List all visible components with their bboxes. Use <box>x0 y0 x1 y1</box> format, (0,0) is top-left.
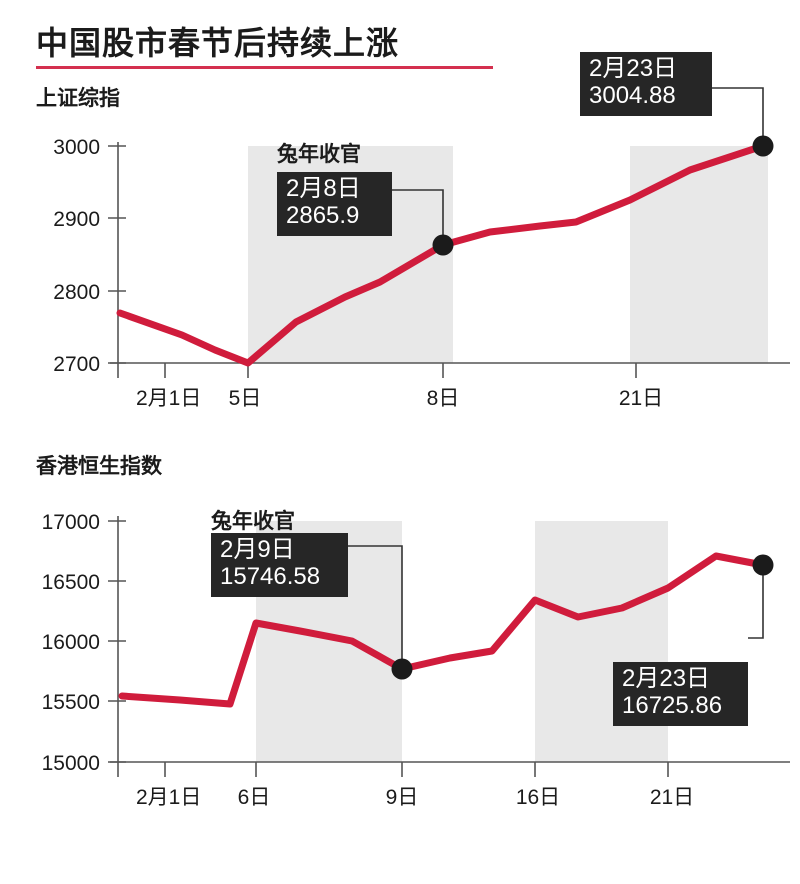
plot-area-sse: 3000 2900 2800 2700 2月1日 5日 8日 21日 <box>0 82 800 412</box>
plot-area-hsi: 17000 16500 16000 15500 15000 2月1日 6日 9日… <box>0 450 800 820</box>
callout-sse-feb8: 2月8日 2865.9 <box>277 172 392 236</box>
svg-chart-hsi: 17000 16500 16000 15500 15000 2月1日 6日 9日… <box>42 511 790 809</box>
svg-chart-sse: 3000 2900 2800 2700 2月1日 5日 8日 21日 <box>53 87 790 410</box>
callout-sse-feb23: 2月23日 3004.88 <box>580 52 712 116</box>
chart-title-hsi: 香港恒生指数 <box>36 455 162 478</box>
chart-panel-sse: 上证综指 3000 2900 2800 2700 <box>0 52 800 412</box>
callout-label-hsi: 兔年收官 <box>211 510 295 533</box>
ytick-label-hsi-1: 15500 <box>42 691 100 714</box>
callout-hsi-feb9: 2月9日 15746.58 <box>211 533 348 597</box>
callout-date: 2月8日 <box>286 175 361 202</box>
xtick-label-sse-2: 8日 <box>427 387 460 410</box>
xtick-label-hsi-1: 6日 <box>238 786 271 809</box>
ytick-label-hsi-4: 17000 <box>42 511 100 534</box>
xtick-label-hsi-4: 21日 <box>650 786 694 809</box>
leader-line-sse-1 <box>392 189 444 245</box>
xtick-label-hsi-0: 2月1日 <box>136 786 201 809</box>
leader-line-sse-2 <box>712 87 764 146</box>
ytick-label-sse-2: 2900 <box>53 208 100 231</box>
callout-value: 16725.86 <box>622 691 723 719</box>
shaded-band-2 <box>535 521 668 762</box>
callout-date: 2月23日 <box>622 665 711 692</box>
xtick-label-hsi-2: 9日 <box>386 786 419 809</box>
chart-title-sse: 上证综指 <box>36 87 120 110</box>
ytick-label-hsi-0: 15000 <box>42 752 100 775</box>
data-marker-sse-feb8 <box>432 234 454 256</box>
chart-panel-hsi: 香港恒生指数 17000 16500 16000 15500 15000 <box>0 450 800 820</box>
data-marker-hsi-feb9 <box>391 658 413 680</box>
ytick-label-sse-0: 2700 <box>53 353 100 376</box>
page-title: 中国股市春节后持续上涨 <box>36 25 400 61</box>
ytick-label-sse-1: 2800 <box>53 281 100 304</box>
callout-value: 2865.9 <box>286 201 360 229</box>
callout-value: 15746.58 <box>220 562 321 590</box>
callout-label-sse: 兔年收官 <box>277 143 361 166</box>
callout-value: 3004.88 <box>589 81 676 109</box>
xtick-label-hsi-3: 16日 <box>516 786 560 809</box>
callout-hsi-feb23: 2月23日 16725.86 <box>613 662 748 726</box>
data-line-sse <box>116 142 767 367</box>
data-marker-sse-feb23 <box>752 135 774 157</box>
data-marker-hsi-feb23 <box>752 554 774 576</box>
ytick-label-hsi-2: 16000 <box>42 631 100 654</box>
xtick-label-sse-3: 21日 <box>619 387 663 410</box>
leader-line-hsi-2 <box>748 565 764 639</box>
ytick-label-hsi-3: 16500 <box>42 571 100 594</box>
callout-date: 2月23日 <box>589 55 678 82</box>
ytick-label-sse-3: 3000 <box>53 136 100 159</box>
xtick-label-sse-0: 2月1日 <box>136 387 201 410</box>
shaded-band-2 <box>630 146 768 363</box>
xtick-label-sse-1: 5日 <box>229 387 262 410</box>
data-line-hsi <box>118 552 767 708</box>
title-underline <box>36 66 493 69</box>
callout-date: 2月9日 <box>220 536 295 563</box>
leader-line-hsi-1 <box>348 545 403 669</box>
